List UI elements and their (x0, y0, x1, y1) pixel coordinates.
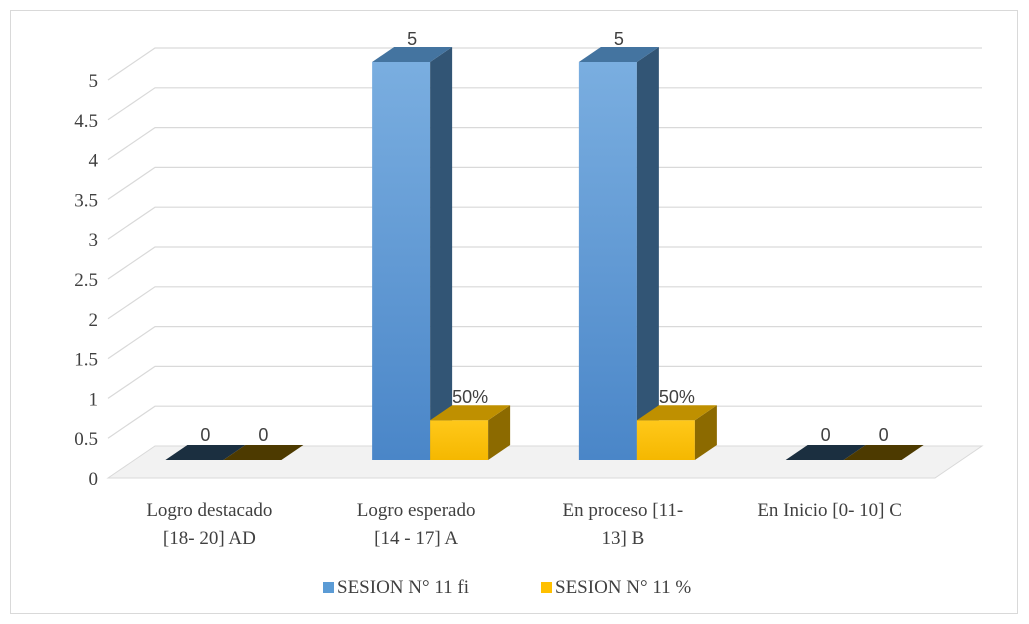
x-tick-label: En proceso [11- (563, 500, 684, 521)
y-tick-label: 1 (89, 389, 99, 410)
bar-flat (165, 445, 246, 460)
x-axis: Logro destacado [18- 20] AD Logro esperado… (146, 500, 902, 549)
gridline (107, 126, 982, 161)
y-tick-label: 5 (89, 71, 99, 92)
data-labels: 0 0 5 50% 5 50% 0 0 (200, 29, 888, 445)
bar (372, 47, 453, 460)
legend-swatch (541, 582, 552, 593)
gridlines (107, 47, 982, 439)
legend: SESION N° 11 fi SESION N° 11 % (323, 577, 691, 598)
y-tick-label: 2 (89, 310, 99, 331)
bar (578, 47, 659, 460)
bar (843, 445, 924, 460)
bar (165, 445, 246, 460)
y-tick-label: 3 (89, 230, 99, 251)
bar-flat (785, 445, 866, 460)
x-tick-label: Logro destacado (146, 500, 272, 521)
bars (165, 47, 924, 460)
chart-frame (10, 10, 1018, 614)
y-tick-label: 4.5 (74, 111, 98, 132)
bar-side (430, 47, 453, 460)
legend-label: SESION N° 11 fi (337, 577, 469, 598)
y-tick-label: 1.5 (74, 350, 98, 371)
data-label: 0 (821, 425, 831, 445)
bar-side (488, 405, 511, 460)
bar-front (636, 420, 695, 460)
bar-side (694, 405, 717, 460)
bar (636, 405, 717, 460)
floor-plane (106, 445, 984, 479)
bar (430, 405, 511, 460)
y-tick-label: 4 (89, 151, 99, 172)
data-label: 0 (258, 425, 268, 445)
bar (223, 445, 304, 460)
y-tick-label: 3.5 (74, 190, 98, 211)
gridline (107, 286, 982, 320)
gridline (107, 365, 982, 399)
bar (785, 445, 866, 460)
data-label: 50% (452, 387, 488, 407)
y-axis: 0 0.5 1 1.5 2 2.5 3 3.5 4 4.5 5 (74, 71, 98, 490)
bar-flat (223, 445, 304, 460)
gridline (107, 246, 982, 280)
gridline (107, 166, 982, 200)
bar-front (372, 62, 431, 460)
gridline (107, 206, 982, 240)
bar-flat (843, 445, 924, 460)
data-label: 0 (200, 425, 210, 445)
y-tick-label: 0.5 (74, 429, 98, 450)
data-label: 5 (614, 29, 624, 49)
legend-label: SESION N° 11 % (555, 577, 691, 598)
gridline (107, 405, 982, 439)
bar-top (636, 405, 717, 421)
data-label: 5 (407, 29, 417, 49)
x-tick-label: [14 - 17] A (374, 528, 458, 549)
x-tick-label: [18- 20] AD (163, 528, 256, 549)
gridline (107, 87, 982, 121)
data-label: 0 (879, 425, 889, 445)
bar-front (578, 62, 637, 460)
y-tick-label: 0 (89, 469, 99, 490)
legend-swatch (323, 582, 334, 593)
gridline (107, 47, 982, 81)
bar-top (372, 47, 453, 62)
data-label: 50% (659, 387, 695, 407)
y-tick-label: 2.5 (74, 270, 98, 291)
gridline (107, 326, 982, 360)
x-tick-label: Logro esperado (357, 500, 476, 521)
bar-front (430, 420, 489, 460)
bar-top (578, 47, 659, 62)
x-tick-label: 13] B (602, 528, 645, 549)
bar-top (430, 405, 511, 421)
chart-floor (106, 445, 984, 479)
bar-side (636, 47, 659, 460)
x-tick-label: En Inicio [0- 10] C (757, 500, 902, 521)
